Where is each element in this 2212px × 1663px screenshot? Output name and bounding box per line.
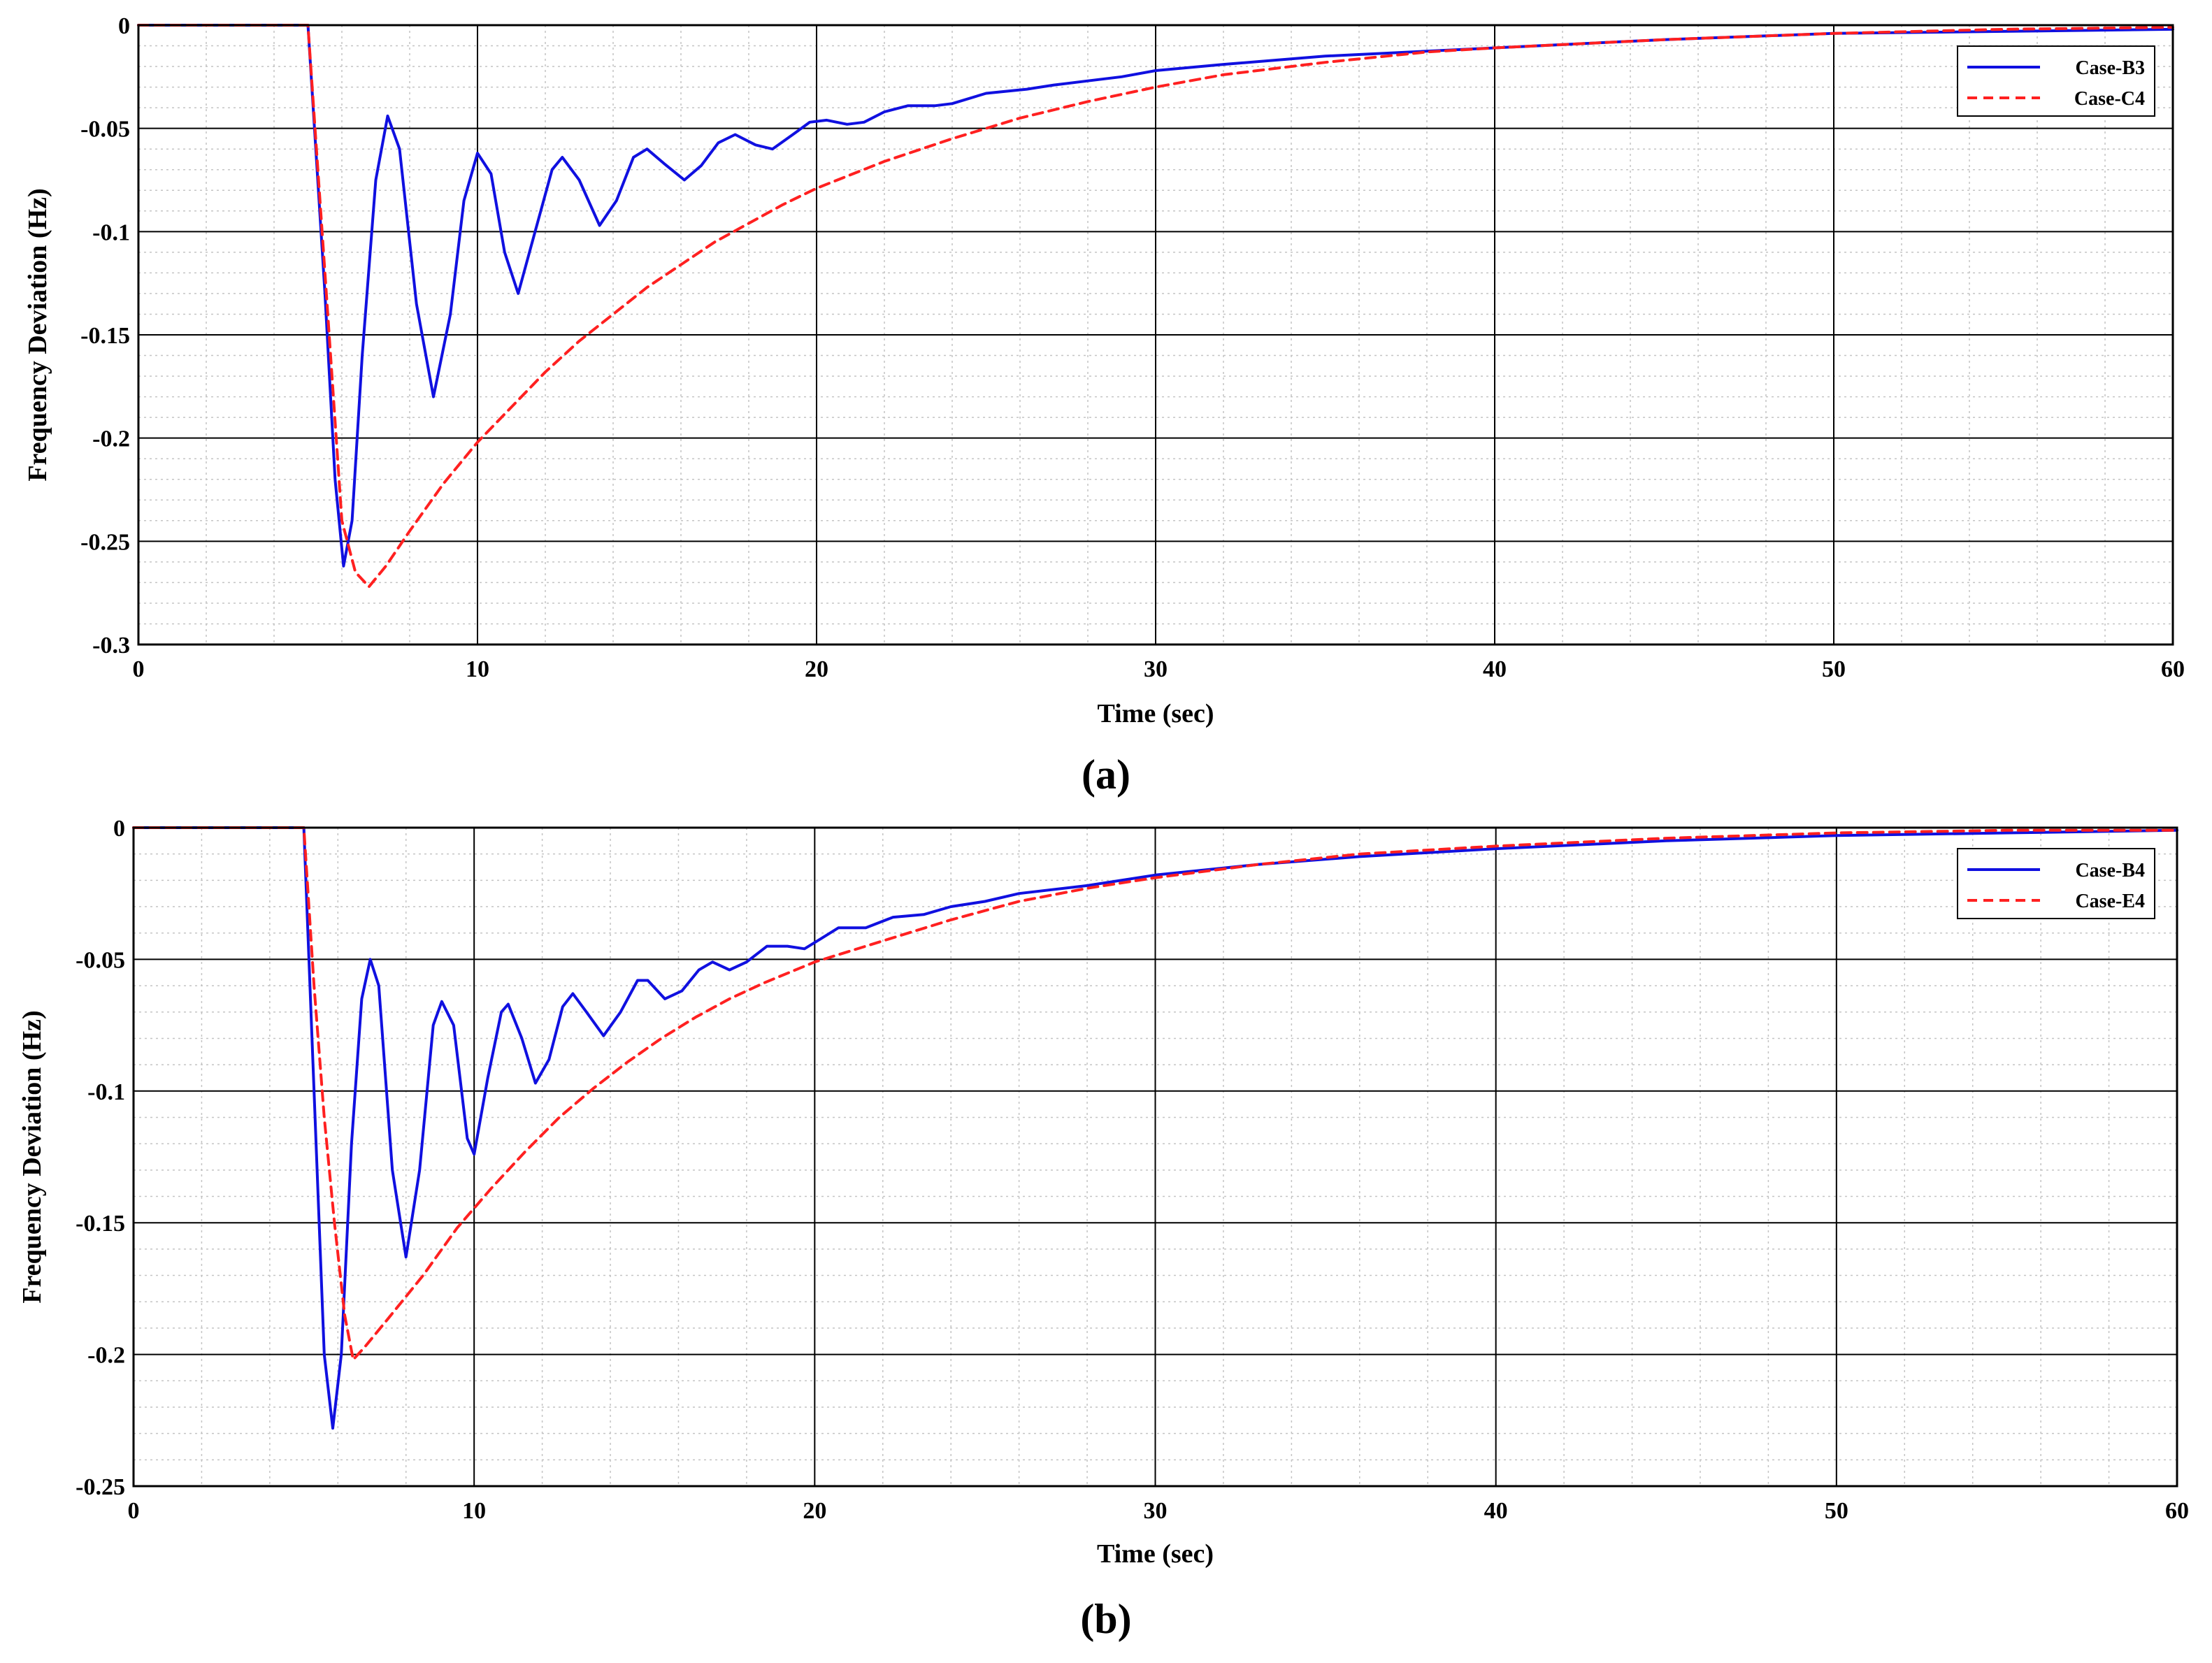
legend-label-case-c4: Case-C4 xyxy=(2074,88,2145,110)
chart-panel-b: 0 10 20 30 40 50 60 0 -0.05 -0.1 -0.15 -0.2 -0.25 T… xyxy=(17,816,2189,1642)
x-axis-title-b: Time (sec) xyxy=(1097,1539,1214,1569)
legend-label-case-b4: Case-B4 xyxy=(2075,860,2145,881)
series-line-case-b3 xyxy=(137,24,2174,568)
x-tick-label: 50 xyxy=(1825,1498,1848,1524)
y-tick-label: -0.05 xyxy=(76,947,125,973)
legend-label-case-e4: Case-E4 xyxy=(2075,891,2145,912)
y-tick-label: -0.15 xyxy=(80,323,130,349)
series-line-case-e4 xyxy=(132,826,2178,1362)
x-tick-label: 0 xyxy=(128,1498,140,1524)
x-tick-label: 50 xyxy=(1822,656,1846,682)
minor-grid-b xyxy=(134,828,2177,1486)
x-tick-label: 10 xyxy=(466,656,489,682)
y-tick-label: 0 xyxy=(113,816,125,842)
plot-frame-a xyxy=(137,24,2174,646)
plot-frame-b xyxy=(132,826,2178,1488)
x-tick-label: 40 xyxy=(1483,656,1507,682)
y-tick-label: 0 xyxy=(118,13,130,39)
legend-box-b xyxy=(1957,848,2155,919)
legend-b: Case-B4 Case-E4 xyxy=(1957,848,2155,919)
x-tick-label: 60 xyxy=(2161,656,2185,682)
y-tick-label: -0.3 xyxy=(92,633,130,658)
y-tick-label: -0.25 xyxy=(76,1474,125,1500)
y-tick-labels-b: 0 -0.05 -0.1 -0.15 -0.2 -0.25 xyxy=(76,816,125,1500)
y-tick-label: -0.25 xyxy=(80,529,130,555)
x-tick-label: 10 xyxy=(462,1498,486,1524)
series-line-case-c4 xyxy=(137,24,2174,589)
y-axis-title-a: Frequency Deviation (Hz) xyxy=(23,188,52,481)
caption-b: (b) xyxy=(1080,1596,1131,1642)
chart-panel-a: 0 10 20 30 40 50 60 0 -0.05 -0.1 -0.15 -0.2 -0.25 -0… xyxy=(23,13,2185,798)
y-axis-title-b: Frequency Deviation (Hz) xyxy=(17,1010,47,1303)
legend-a: Case-B3 Case-C4 xyxy=(1957,45,2155,117)
x-tick-label: 40 xyxy=(1484,1498,1508,1524)
y-tick-label: -0.2 xyxy=(87,1343,125,1369)
x-axis-title-a: Time (sec) xyxy=(1097,699,1214,728)
legend-box-a xyxy=(1957,45,2155,117)
y-tick-label: -0.15 xyxy=(76,1211,125,1237)
x-tick-label: 0 xyxy=(133,656,145,682)
x-tick-labels-b: 0 10 20 30 40 50 60 xyxy=(128,1498,2190,1524)
x-tick-label: 60 xyxy=(2165,1498,2189,1524)
y-tick-label: -0.05 xyxy=(80,117,130,143)
x-tick-label: 30 xyxy=(1144,1498,1168,1524)
y-tick-label: -0.1 xyxy=(92,219,130,245)
x-tick-label: 20 xyxy=(805,656,828,682)
caption-a: (a) xyxy=(1082,751,1130,798)
series-layer-b xyxy=(132,826,2178,1430)
y-tick-label: -0.2 xyxy=(92,426,130,452)
x-tick-label: 30 xyxy=(1144,656,1168,682)
series-line-case-b4 xyxy=(132,826,2178,1430)
y-tick-label: -0.1 xyxy=(87,1079,125,1105)
x-tick-label: 20 xyxy=(803,1498,826,1524)
series-layer-a xyxy=(137,24,2174,589)
x-tick-labels-a: 0 10 20 30 40 50 60 xyxy=(133,656,2185,682)
y-tick-labels-a: 0 -0.05 -0.1 -0.15 -0.2 -0.25 -0.3 xyxy=(80,13,130,658)
legend-label-case-b3: Case-B3 xyxy=(2075,57,2145,79)
